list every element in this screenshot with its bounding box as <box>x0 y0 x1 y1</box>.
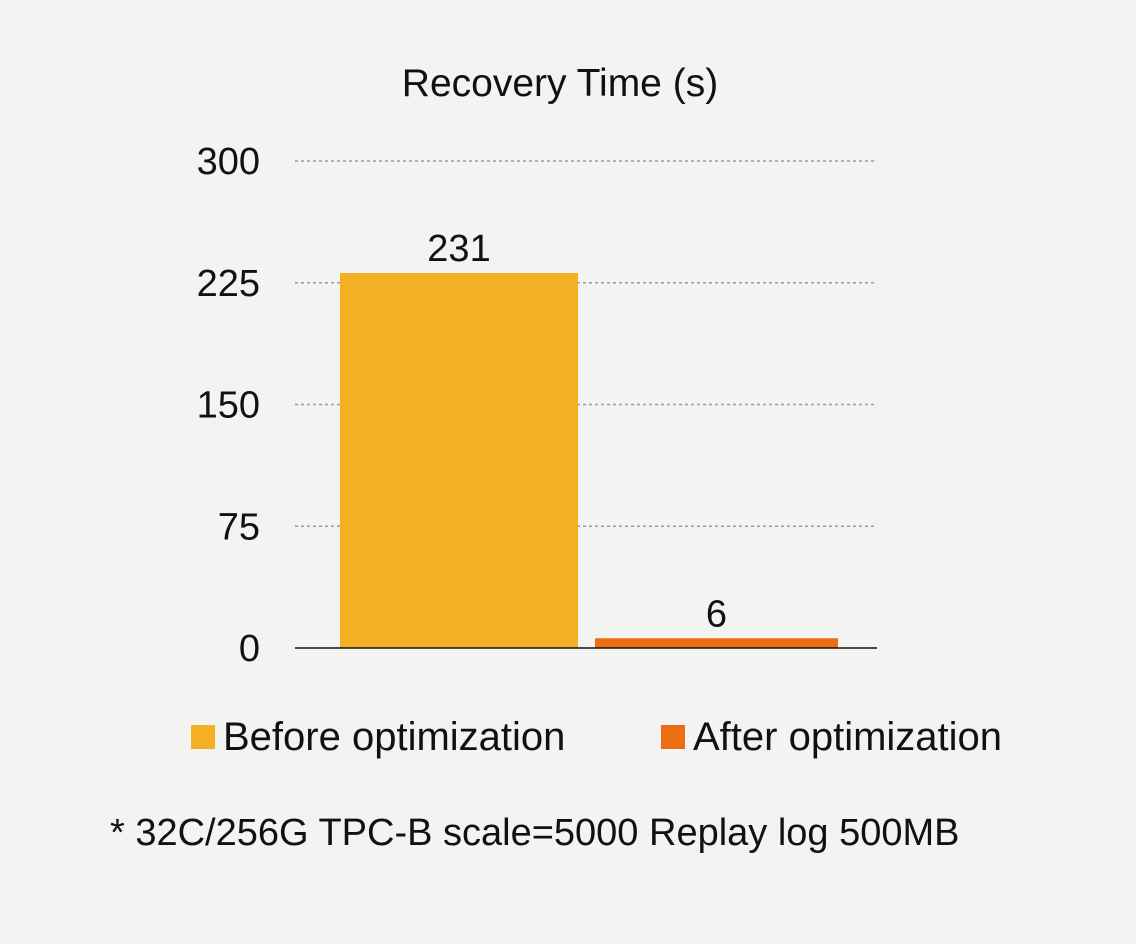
legend-label: Before optimization <box>223 715 565 759</box>
bar-after-optimization <box>595 638 838 648</box>
data-label: 6 <box>706 593 727 635</box>
legend-swatch <box>661 725 685 749</box>
legend: Before optimization After optimization <box>191 715 1002 759</box>
legend-swatch <box>191 725 215 749</box>
data-label: 231 <box>427 228 490 270</box>
chart-title: Recovery Time (s) <box>402 62 718 105</box>
y-axis-ticks: 0 75 150 225 300 <box>197 141 260 670</box>
bars <box>340 273 838 648</box>
y-tick-label: 0 <box>239 628 260 670</box>
chart-footnote: * 32C/256G TPC-B scale=5000 Replay log 5… <box>110 812 960 854</box>
bar-before-optimization <box>340 273 578 648</box>
y-tick-label: 300 <box>197 141 260 183</box>
y-tick-label: 75 <box>218 506 260 548</box>
data-labels: 231 6 <box>427 228 727 635</box>
legend-label: After optimization <box>693 715 1002 759</box>
y-tick-label: 150 <box>197 385 260 427</box>
y-tick-label: 225 <box>197 263 260 305</box>
